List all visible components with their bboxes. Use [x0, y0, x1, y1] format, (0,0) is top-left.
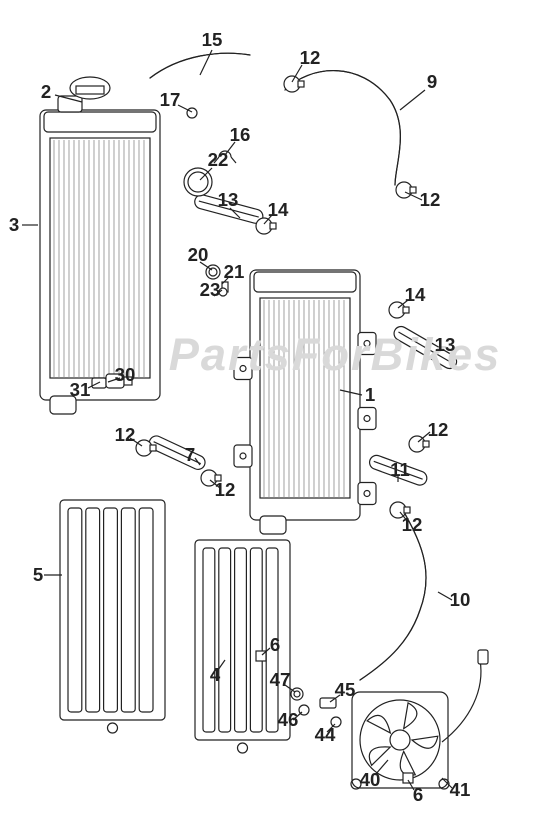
part-label-40: 40	[360, 769, 381, 791]
part-label-12: 12	[420, 189, 441, 211]
leader-line	[200, 50, 212, 75]
part-label-41: 41	[450, 779, 471, 801]
protector-left	[60, 500, 165, 733]
part-label-13: 13	[218, 189, 239, 211]
part-label-20: 20	[188, 244, 209, 266]
hose-clamp-4	[409, 436, 429, 452]
part-label-6: 6	[270, 634, 280, 656]
radiator-left	[40, 96, 160, 414]
part-label-2: 2	[41, 81, 51, 103]
parts-diagram: PartsForBikes 15212171692212313142021231…	[0, 0, 537, 827]
nut-6b	[403, 773, 413, 783]
part-label-13: 13	[435, 334, 456, 356]
part-label-21: 21	[224, 261, 245, 283]
part-label-30: 30	[115, 364, 136, 386]
part-label-12: 12	[300, 47, 321, 69]
leader-line	[400, 90, 425, 110]
part-label-46: 46	[278, 709, 299, 731]
hose-9	[285, 71, 400, 185]
part-label-15: 15	[202, 29, 223, 51]
part-label-5: 5	[33, 564, 43, 586]
part-label-7: 7	[185, 444, 195, 466]
part-label-17: 17	[160, 89, 181, 111]
part-label-45: 45	[335, 679, 356, 701]
part-label-10: 10	[450, 589, 471, 611]
part-label-12: 12	[428, 419, 449, 441]
part-label-3: 3	[9, 214, 19, 236]
part-label-4: 4	[210, 664, 220, 686]
radiator-right	[234, 270, 376, 534]
diagram-svg	[0, 0, 537, 827]
part-label-44: 44	[315, 724, 336, 746]
part-label-22: 22	[208, 149, 229, 171]
hose-7	[147, 434, 207, 472]
part-label-16: 16	[230, 124, 251, 146]
clip-17	[187, 108, 197, 118]
part-label-47: 47	[270, 669, 291, 691]
part-label-9: 9	[427, 71, 437, 93]
part-label-11: 11	[390, 459, 410, 481]
part-label-14: 14	[268, 199, 289, 221]
part-label-12: 12	[215, 479, 236, 501]
part-label-14: 14	[405, 284, 426, 306]
part-label-23: 23	[200, 279, 221, 301]
part-label-1: 1	[365, 384, 375, 406]
part-label-12: 12	[402, 514, 423, 536]
part-label-31: 31	[70, 379, 91, 401]
connector-41	[478, 650, 488, 664]
part-label-6: 6	[413, 784, 423, 806]
part-label-12: 12	[115, 424, 136, 446]
